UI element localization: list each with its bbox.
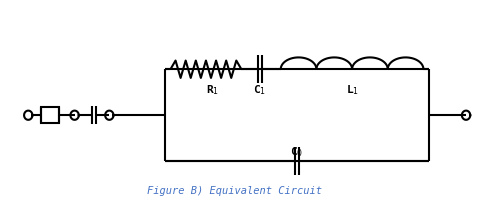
Text: L$_1$: L$_1$: [345, 83, 359, 97]
Text: Figure B) Equivalent Circuit: Figure B) Equivalent Circuit: [147, 186, 322, 196]
Bar: [41, 107, 60, 123]
Text: C$_0$: C$_0$: [290, 145, 304, 159]
Text: R$_1$: R$_1$: [206, 83, 219, 97]
Text: C$_1$: C$_1$: [253, 83, 266, 97]
